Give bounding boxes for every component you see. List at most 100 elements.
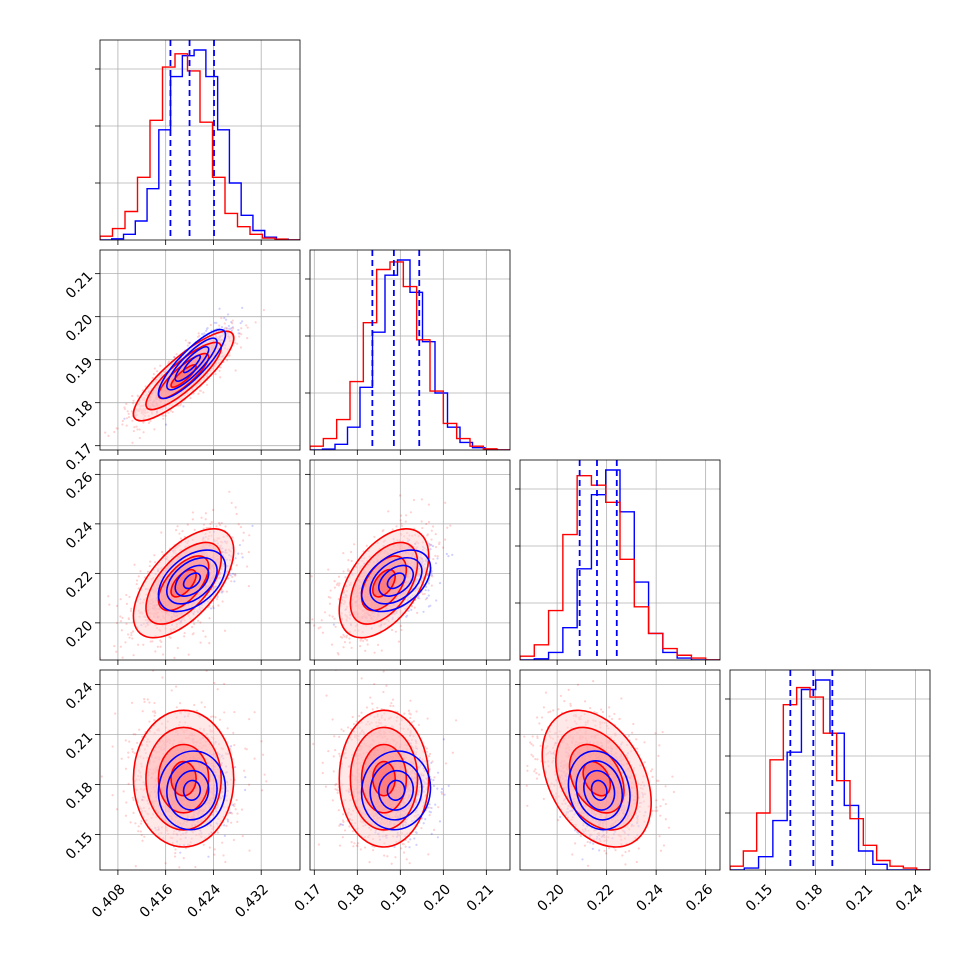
panel-frame [309, 249, 511, 451]
scatter-point [400, 524, 403, 527]
scatter-point [225, 327, 229, 330]
scatter-point [120, 629, 123, 632]
contour-series-0 [157, 328, 227, 400]
scatter-point [416, 596, 420, 600]
scatter-point [137, 587, 140, 590]
scatter-point [231, 327, 235, 330]
scatter-point [221, 600, 224, 603]
scatter-point [115, 650, 118, 653]
scatter-point [147, 421, 151, 425]
scatter-point [422, 610, 425, 613]
scatter-point [228, 327, 231, 330]
scatter-point [137, 643, 140, 646]
scatter-point [427, 542, 430, 545]
scatter-point [366, 643, 369, 646]
scatter-point [115, 604, 119, 608]
scatter-point [323, 611, 327, 614]
scatter-point [202, 629, 205, 633]
scatter-point [155, 370, 159, 373]
scatter-point [156, 645, 159, 648]
scatter-point [189, 396, 192, 400]
scatter-point [138, 428, 141, 431]
scatter-point [451, 553, 454, 556]
scatter-point [234, 369, 237, 372]
scatter-point [209, 323, 212, 327]
scatter-point [131, 402, 135, 405]
scatter-point [154, 650, 157, 653]
scatter-point [346, 568, 350, 571]
scatter-point [337, 598, 340, 601]
scatter-point [132, 654, 135, 657]
scatter-point [425, 596, 429, 600]
scatter-point [115, 621, 119, 625]
scatter-point [400, 522, 403, 525]
scatter-point [226, 313, 230, 316]
scatter-point [202, 391, 205, 394]
scatter-point [220, 316, 223, 320]
scatter-point [130, 410, 133, 413]
scatter-point [223, 316, 226, 320]
scatter-point [230, 501, 233, 505]
panel-content [310, 250, 510, 450]
scatter-point [115, 427, 118, 430]
scatter-point [210, 521, 213, 524]
scatter-point [430, 543, 433, 547]
scatter-point [231, 326, 235, 329]
scatter-point [123, 407, 127, 411]
scatter-point [330, 643, 334, 646]
scatter-point [231, 575, 234, 579]
scatter-point [162, 653, 165, 656]
scatter-point [102, 461, 104, 463]
scatter-point [153, 554, 156, 557]
scatter-point [151, 376, 154, 380]
scatter-point [235, 512, 238, 516]
scatter-point [248, 534, 251, 537]
scatter-point [173, 656, 176, 659]
scatter-point [186, 344, 189, 347]
scatter-point [121, 419, 124, 423]
grid [100, 250, 300, 450]
scatter-point [227, 577, 230, 580]
scatter-point [359, 645, 362, 648]
scatter-point [233, 341, 237, 344]
scatter-point [332, 623, 336, 626]
scatter-point [131, 630, 135, 633]
scatter-point [197, 392, 200, 395]
scatter-point [107, 595, 110, 598]
scatter-point [365, 638, 369, 642]
scatter-point [205, 383, 209, 386]
scatter-point [173, 356, 176, 359]
scatter-point [241, 539, 245, 542]
panel-content [102, 306, 266, 463]
scatter-point [113, 644, 116, 648]
scatter-point [153, 428, 156, 431]
scatter-point [342, 552, 345, 555]
scatter-point [200, 516, 203, 519]
scatter-point [241, 306, 244, 310]
scatter-point [125, 622, 128, 625]
scatter-point [146, 570, 150, 573]
scatter-point [234, 573, 237, 576]
scatter-point [217, 604, 220, 607]
scatter-point [209, 607, 213, 610]
scatter-point [139, 570, 142, 573]
scatter-point [203, 332, 206, 335]
scatter-point [227, 324, 230, 328]
y-tick-label: 0.18 [63, 398, 96, 431]
scatter-point [430, 538, 433, 541]
scatter-point [224, 318, 228, 321]
scatter-point [224, 326, 227, 329]
scatter-point [160, 640, 163, 644]
scatter-point [148, 564, 151, 568]
scatter-point [399, 514, 403, 517]
scatter-point [224, 525, 227, 528]
scatter-point [173, 356, 176, 359]
scatter-point [417, 594, 420, 597]
scatter-point [238, 335, 241, 338]
panel-content [100, 40, 300, 240]
scatter-point [137, 395, 140, 398]
scatter-point [220, 591, 224, 594]
scatter-point [162, 417, 165, 420]
scatter-point [220, 521, 223, 525]
scatter-point [234, 574, 237, 577]
